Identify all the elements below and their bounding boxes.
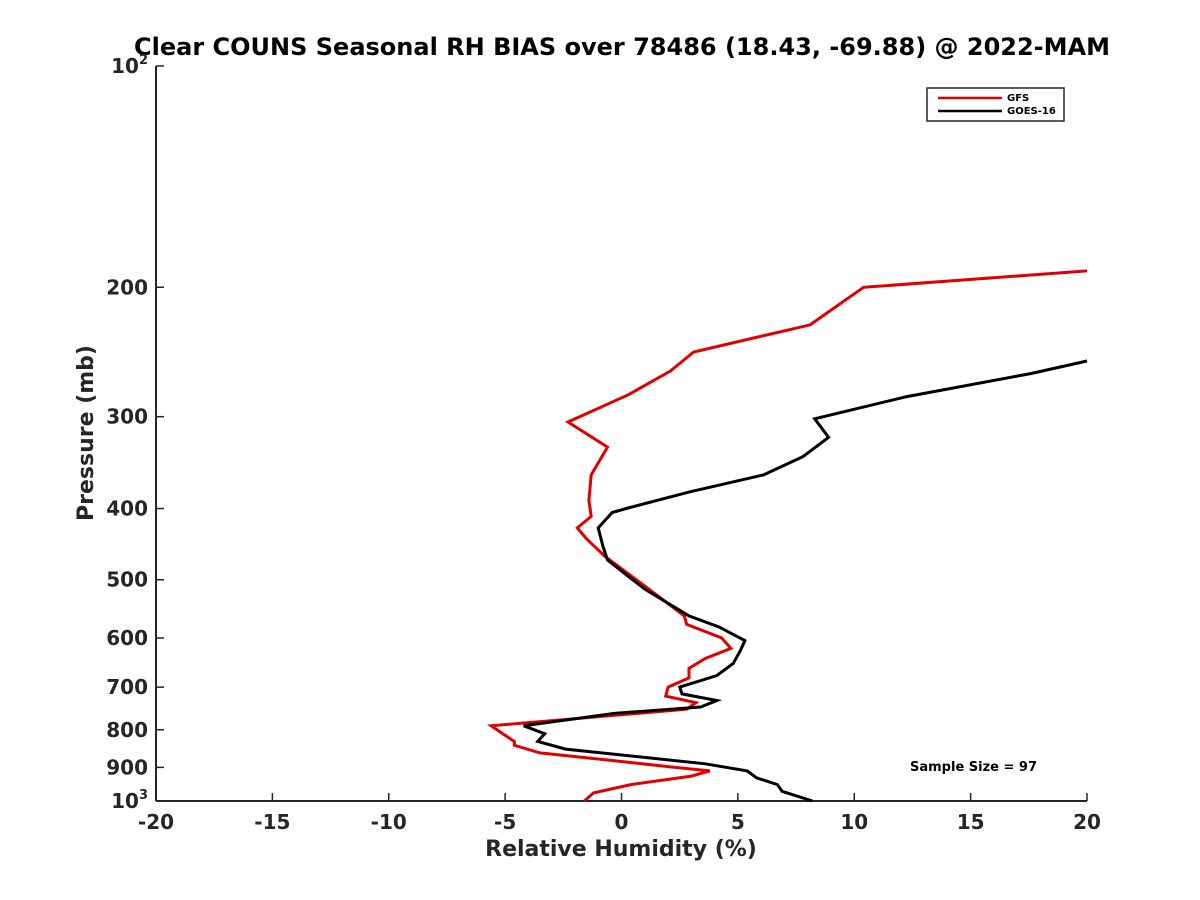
legend-label-gfs: GFS (1007, 93, 1029, 104)
y-tick-label: 300 (106, 405, 148, 429)
x-tick-label: -5 (494, 810, 516, 834)
y-tick-label: 900 (106, 755, 148, 779)
y-tick-label: 400 (106, 497, 148, 521)
series-line-goes-16 (523, 359, 1088, 803)
y-tick-label: 103 (111, 788, 148, 813)
legend: GFS GOES-16 (926, 87, 1065, 122)
x-tick-label: -15 (254, 810, 290, 834)
x-tick-label: -20 (138, 810, 174, 834)
series-layer (486, 269, 1088, 803)
y-axis-label: Pressure (mb) (74, 345, 99, 521)
y-tick-label: 700 (106, 675, 148, 699)
x-tick-label: 20 (1073, 810, 1101, 834)
y-tick-label: 600 (106, 626, 148, 650)
plot-area: -20 -15 -10 -5 0 5 10 15 20 10220030040050060070… (106, 53, 1101, 834)
y-tick-exponent: 2 (139, 53, 148, 68)
y-tick-label: 102 (111, 53, 148, 78)
legend-label-goes-16: GOES-16 (1007, 106, 1056, 117)
x-tick-label: 5 (731, 810, 745, 834)
legend-box (926, 87, 1065, 122)
chart-title: Clear COUNS Seasonal RH BIAS over 78486 … (134, 33, 1110, 61)
sample-size-annotation: Sample Size = 97 (910, 760, 1037, 775)
x-ticks: -20 -15 -10 -5 0 5 10 15 20 (138, 793, 1101, 834)
x-axis-label: Relative Humidity (%) (485, 837, 757, 862)
y-tick-label: 500 (106, 568, 148, 592)
y-tick-base: 10 (111, 54, 139, 78)
y-tick-exponent: 3 (139, 788, 148, 803)
x-tick-label: 15 (957, 810, 985, 834)
x-tick-label: 0 (615, 810, 629, 834)
series-line-gfs (486, 269, 1088, 803)
x-tick-label: -10 (371, 810, 407, 834)
x-tick-label: 10 (840, 810, 868, 834)
y-tick-base: 10 (111, 789, 139, 813)
y-tick-label: 800 (106, 718, 148, 742)
y-tick-label: 200 (106, 275, 148, 299)
